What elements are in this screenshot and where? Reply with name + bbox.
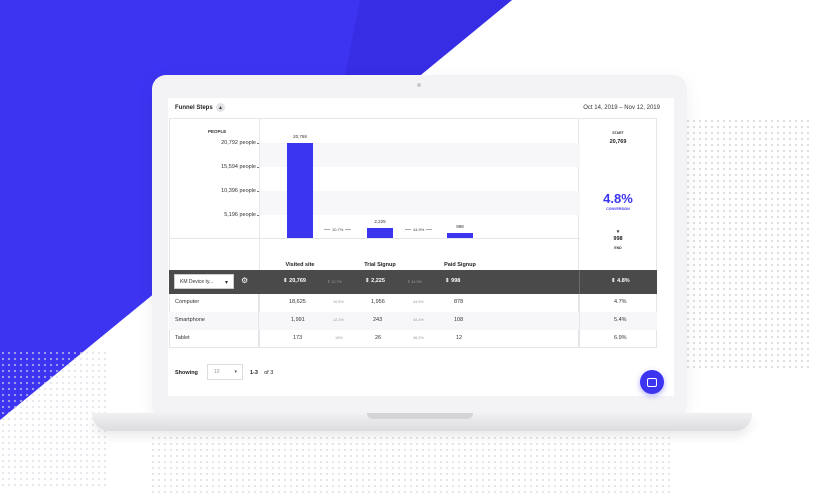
summary-start-label: START bbox=[612, 131, 624, 135]
dotted-map-left bbox=[0, 350, 110, 490]
screen: Funnel Steps ▲ Oct 14, 2019 – Nov 12, 20… bbox=[168, 98, 674, 396]
step-conversion: 10.7% bbox=[322, 227, 353, 232]
total-step2[interactable]: ⇕ 2,225 bbox=[365, 278, 385, 284]
funnel-bar[interactable] bbox=[367, 227, 393, 238]
y-axis-divider bbox=[259, 119, 260, 347]
row-step1: 18,625 bbox=[289, 299, 306, 305]
pagination-total: of 3 bbox=[264, 370, 274, 376]
y-tick-label: 5,196 people bbox=[224, 212, 256, 218]
summary-conversion-label: CONVERSION bbox=[606, 207, 630, 211]
row-name: Computer bbox=[175, 299, 200, 305]
row-step3: 878 bbox=[454, 299, 464, 305]
chat-icon bbox=[647, 377, 657, 387]
row-overall: 4.7% bbox=[614, 299, 627, 305]
summary-start-value: 20,769 bbox=[609, 139, 627, 145]
down-arrow-icon: ▾ bbox=[616, 229, 620, 235]
segment-select-value: KM Device ty... bbox=[180, 278, 214, 285]
row-pct2: 46.2% bbox=[413, 336, 424, 340]
summary-conversion-value: 4.8% bbox=[603, 191, 633, 206]
row-overall: 5.4% bbox=[614, 317, 627, 323]
funnel-bar[interactable] bbox=[447, 233, 473, 238]
table-row: Tablet 173 15% 26 46.2% 12 6.9% bbox=[169, 330, 657, 348]
row-name: Smartphone bbox=[175, 317, 205, 323]
segment-totals-row: KM Device ty... ▾ ⚙ ⇕ 20,769 ⇕ 10.7% ⇕ 2… bbox=[169, 270, 657, 294]
row-divider bbox=[579, 270, 580, 294]
pagination-range: 1-3 of 3 bbox=[250, 370, 273, 376]
page-title: Funnel Steps bbox=[175, 105, 213, 111]
funnel-summary-panel: START 20,769 4.8% CONVERSION ▾ 998 END bbox=[579, 118, 657, 348]
total-pct1[interactable]: ⇕ 10.7% bbox=[327, 280, 343, 284]
step-conversion: 44.9% bbox=[403, 227, 434, 232]
y-tick bbox=[257, 191, 260, 192]
laptop-base bbox=[92, 413, 752, 431]
bar-value-label: 998 bbox=[456, 224, 464, 230]
funnel-bar[interactable] bbox=[287, 143, 313, 238]
camera-icon bbox=[417, 83, 421, 87]
laptop-notch bbox=[367, 413, 473, 419]
row-step2: 243 bbox=[373, 317, 383, 323]
pagination-range-value: 1-3 bbox=[250, 370, 258, 376]
row-pct1: 12.2% bbox=[333, 318, 344, 322]
step-conversion-value: 44.9% bbox=[413, 227, 425, 232]
step-conversion-value: 10.7% bbox=[332, 227, 344, 232]
page-size-value: 10 bbox=[214, 369, 220, 375]
row-step1: 173 bbox=[293, 335, 303, 341]
y-tick-label: 10,396 people bbox=[221, 188, 256, 194]
showing-label: Showing bbox=[175, 370, 198, 376]
row-pct1: 10.5% bbox=[333, 300, 344, 304]
grid-band bbox=[260, 191, 580, 215]
step-label: Visited site bbox=[285, 262, 315, 268]
table-row: Computer 18,625 10.5% 1,956 44.9% 878 4.… bbox=[169, 294, 657, 312]
funnel-chart-panel: PEOPLE 20,792 people 15,594 people 10,39… bbox=[169, 118, 580, 348]
row-name: Tablet bbox=[175, 335, 190, 341]
gear-icon[interactable]: ⚙ bbox=[241, 276, 249, 285]
row-step2: 1,956 bbox=[371, 299, 385, 305]
y-axis-title: PEOPLE bbox=[208, 129, 227, 134]
chevron-down-icon: ▾ bbox=[224, 280, 228, 286]
row-step3: 108 bbox=[454, 317, 464, 323]
step-label: Paid Signup bbox=[444, 262, 476, 268]
summary-end-label: END bbox=[614, 246, 622, 250]
total-step1[interactable]: ⇕ 20,769 bbox=[283, 278, 306, 284]
row-overall: 6.9% bbox=[614, 335, 627, 341]
chat-button[interactable] bbox=[640, 370, 664, 394]
row-pct2: 44.4% bbox=[413, 318, 424, 322]
funnel-chart: PEOPLE 20,792 people 15,594 people 10,39… bbox=[170, 119, 580, 239]
row-step2: 26 bbox=[375, 335, 382, 341]
summary-end-value: 998 bbox=[613, 236, 623, 242]
row-step3: 12 bbox=[456, 335, 463, 341]
y-tick-label: 20,792 people bbox=[221, 140, 256, 146]
total-pct2[interactable]: ⇕ 44.9% bbox=[407, 280, 423, 284]
chart-divider bbox=[170, 238, 580, 239]
y-tick bbox=[257, 143, 260, 144]
dotted-map-right bbox=[673, 118, 813, 368]
dotted-map-bottom bbox=[150, 435, 670, 495]
date-range[interactable]: Oct 14, 2019 – Nov 12, 2019 bbox=[583, 105, 660, 111]
bar-value-label: 2,225 bbox=[374, 218, 386, 224]
total-overall[interactable]: ⇕ 4.8% bbox=[611, 278, 630, 284]
grid-band bbox=[260, 143, 580, 167]
y-tick bbox=[257, 215, 260, 216]
row-pct1: 15% bbox=[335, 336, 343, 340]
bar-value-label: 20,769 bbox=[293, 134, 307, 140]
collapse-toggle-icon[interactable]: ▲ bbox=[216, 103, 225, 112]
segment-select[interactable]: KM Device ty... ▾ bbox=[174, 274, 234, 289]
total-step3[interactable]: ⇕ 998 bbox=[445, 278, 461, 284]
chevron-down-icon: ▾ bbox=[234, 369, 237, 375]
row-pct2: 44.9% bbox=[413, 300, 424, 304]
table-row: Smartphone 1,991 12.2% 243 44.4% 108 5.4… bbox=[169, 312, 657, 330]
y-tick-label: 15,594 people bbox=[221, 164, 256, 170]
row-step1: 1,991 bbox=[291, 317, 305, 323]
y-tick bbox=[257, 167, 260, 168]
page-size-select[interactable]: 10 ▾ bbox=[207, 364, 243, 380]
step-label: Trial Signup bbox=[364, 262, 396, 268]
